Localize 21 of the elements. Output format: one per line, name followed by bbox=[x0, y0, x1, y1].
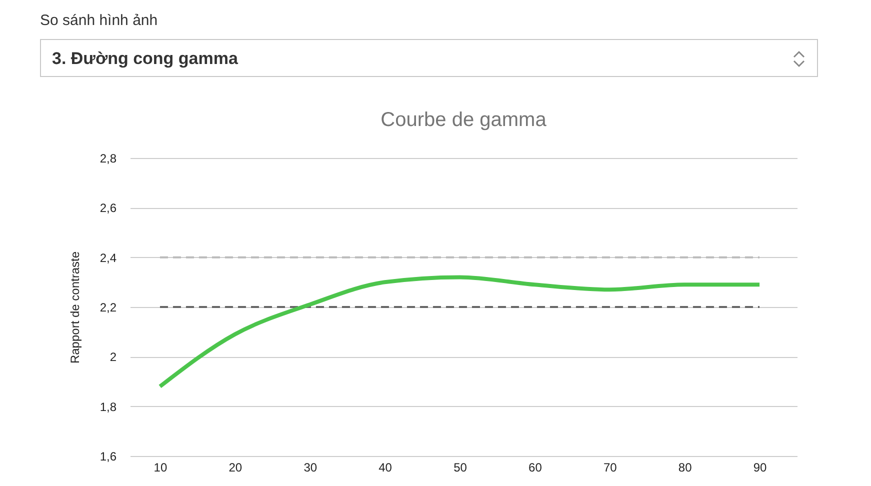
y-axis-title: Rapport de contraste bbox=[68, 251, 82, 364]
x-tick-label: 90 bbox=[753, 460, 768, 474]
x-tick-label: 20 bbox=[228, 460, 242, 474]
x-tick-label: 30 bbox=[304, 460, 318, 474]
y-tick-label: 2,4 bbox=[100, 250, 117, 265]
x-tick-label: 60 bbox=[528, 460, 542, 474]
chart-title: Courbe de gamma bbox=[380, 109, 548, 131]
line-series bbox=[158, 275, 762, 388]
y-tick-label: 2,6 bbox=[100, 201, 117, 216]
y-tick-label: 2,8 bbox=[100, 152, 117, 166]
text: 3. Đường cong gamma bbox=[52, 49, 238, 69]
y-tick-label: 1,6 bbox=[100, 450, 117, 464]
x-tick-label: 50 bbox=[454, 460, 468, 474]
x-tick-label: 70 bbox=[603, 460, 618, 474]
x-tick-label: 40 bbox=[378, 460, 392, 474]
x-tick-label: 80 bbox=[678, 460, 692, 474]
y-tick-label: 2 bbox=[110, 350, 117, 364]
y-tick-label: 1,8 bbox=[100, 400, 117, 414]
text: So sánh hình ảnh bbox=[40, 12, 158, 29]
x-tick-label: 10 bbox=[154, 460, 168, 474]
y-tick-label: 2,2 bbox=[100, 300, 117, 314]
